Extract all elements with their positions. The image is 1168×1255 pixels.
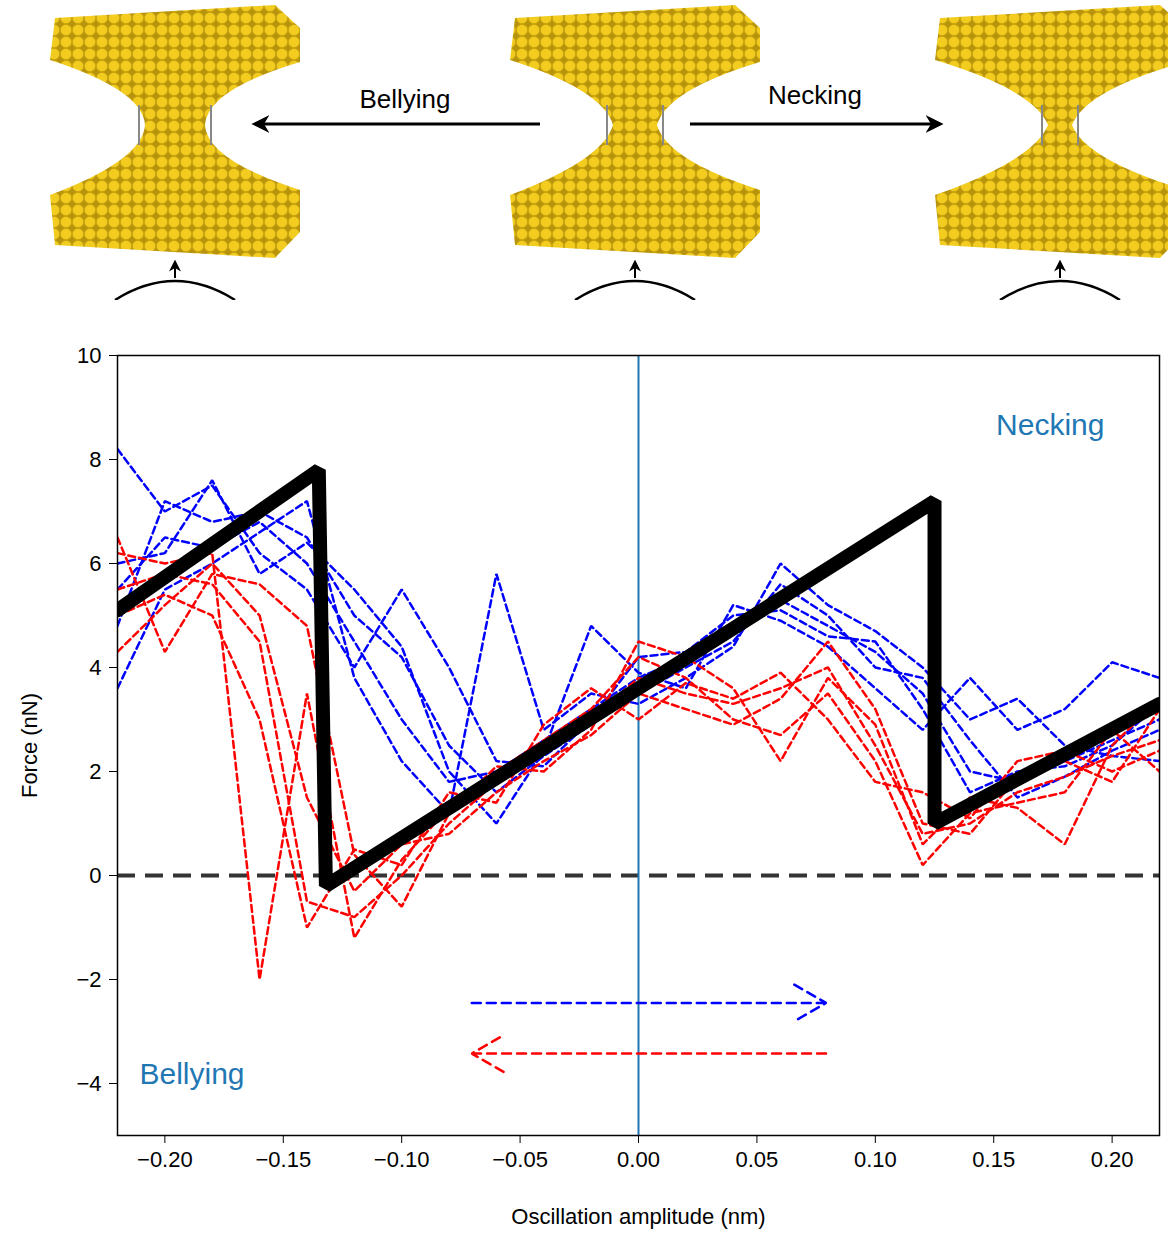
svg-text:Force (nN): Force (nN) xyxy=(17,693,42,798)
svg-text:−4: −4 xyxy=(76,1071,101,1096)
svg-text:Oscillation amplitude (nm): Oscillation amplitude (nm) xyxy=(511,1204,765,1229)
svg-text:0.00: 0.00 xyxy=(617,1147,660,1172)
svg-text:Necking: Necking xyxy=(768,80,862,110)
svg-text:−0.10: −0.10 xyxy=(374,1147,430,1172)
svg-text:10: 10 xyxy=(77,343,101,368)
svg-text:−2: −2 xyxy=(76,967,101,992)
svg-text:0.05: 0.05 xyxy=(735,1147,778,1172)
svg-text:−0.15: −0.15 xyxy=(255,1147,311,1172)
svg-text:Bellying: Bellying xyxy=(140,1057,245,1090)
svg-text:2: 2 xyxy=(89,759,101,784)
svg-text:4: 4 xyxy=(89,655,101,680)
svg-text:0.20: 0.20 xyxy=(1091,1147,1134,1172)
svg-text:−0.20: −0.20 xyxy=(137,1147,193,1172)
svg-text:Bellying: Bellying xyxy=(359,84,450,114)
svg-text:8: 8 xyxy=(89,447,101,472)
svg-text:Necking: Necking xyxy=(996,408,1104,441)
svg-text:0.10: 0.10 xyxy=(854,1147,897,1172)
svg-text:0: 0 xyxy=(89,863,101,888)
svg-text:6: 6 xyxy=(89,551,101,576)
svg-text:0.15: 0.15 xyxy=(972,1147,1015,1172)
svg-text:−0.05: −0.05 xyxy=(492,1147,548,1172)
